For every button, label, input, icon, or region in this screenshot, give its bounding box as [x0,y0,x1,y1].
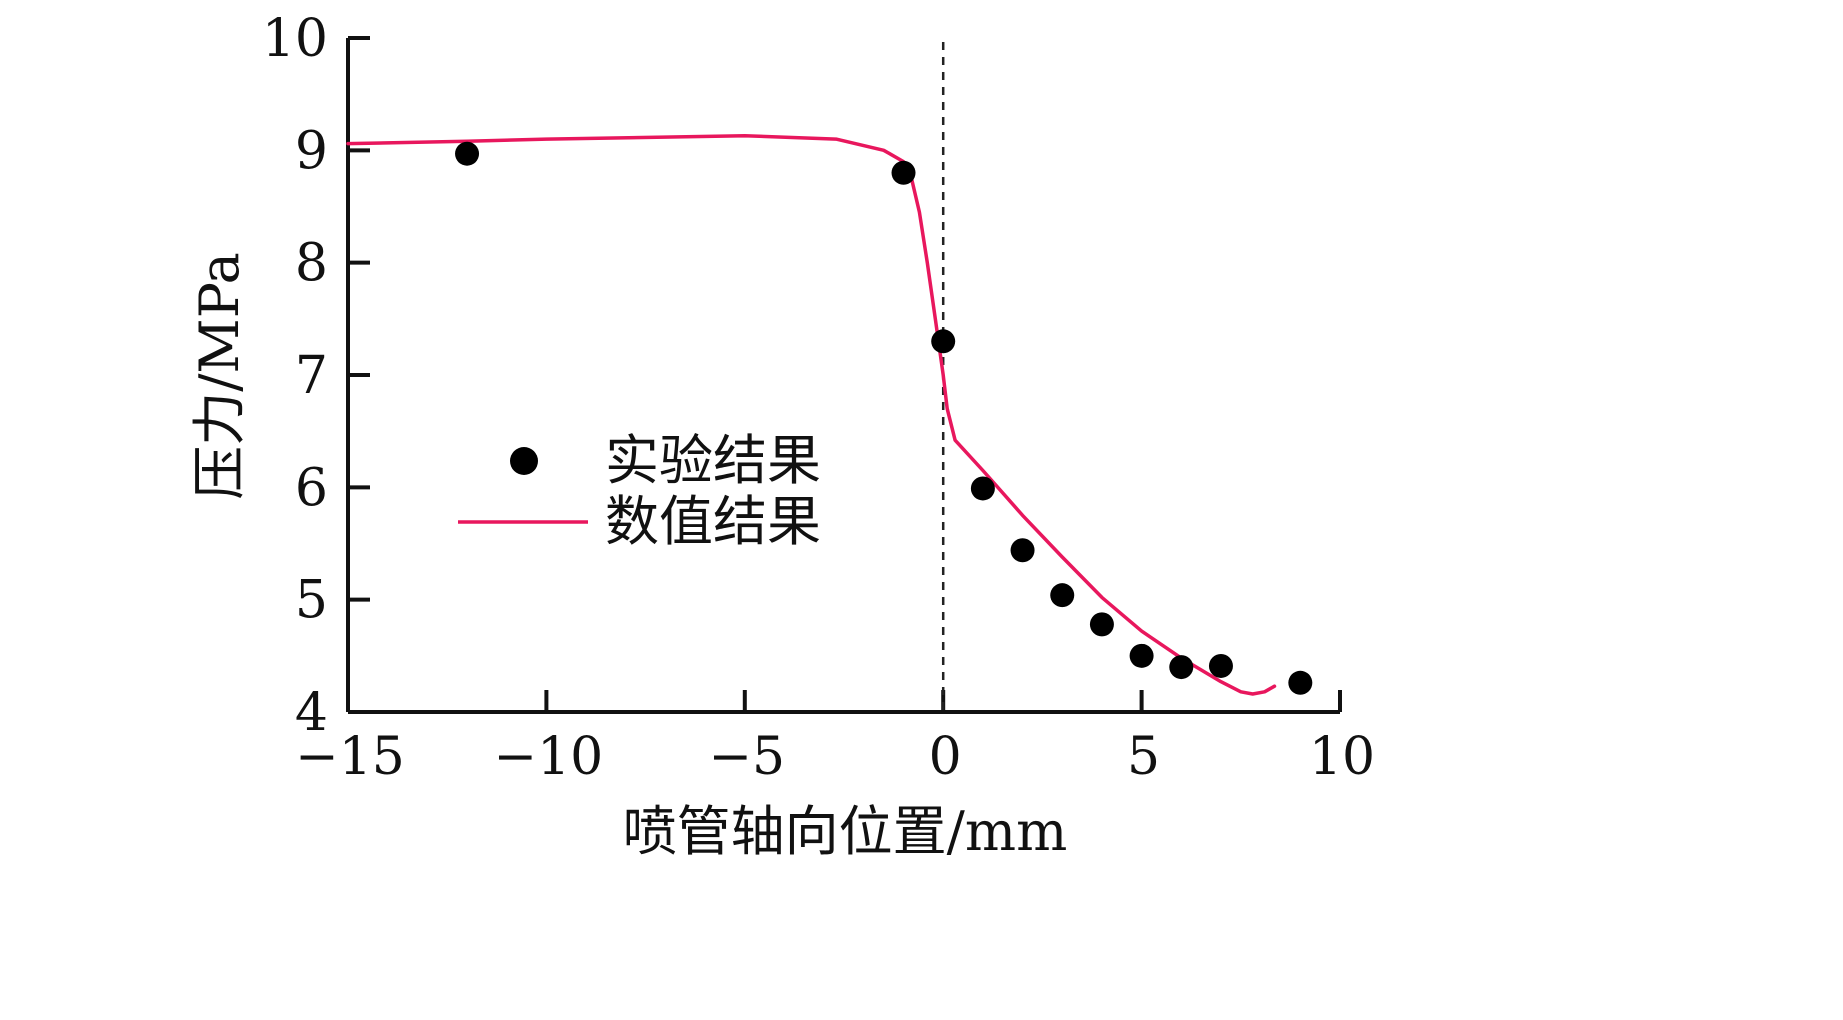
y-tick-label: 6 [295,458,328,518]
x-axis-title: 喷管轴向位置/mm [623,800,1068,863]
legend-marker-experimental [510,447,538,475]
y-axis-title: 压力/MPa [188,252,251,500]
experimental-point [1050,583,1075,608]
x-tick-label: −15 [295,727,405,787]
y-tick-label: 4 [295,683,328,743]
experimental-point [1288,670,1313,695]
axis-ticks: 4 5 6 7 8 9 10 −15 −10 −5 0 5 10 [262,9,1375,787]
legend-label-numerical: 数值结果 [605,490,821,553]
y-tick-label: 7 [295,346,328,406]
y-tick-label: 5 [295,571,328,631]
y-tick-label: 8 [295,234,328,294]
experimental-point [970,476,995,501]
x-tick-label: 0 [929,727,962,787]
y-tick-label: 9 [295,121,328,181]
experimental-point [891,160,916,185]
experimental-point [455,141,480,166]
experimental-point [1089,612,1114,637]
x-tick-label: 5 [1127,727,1160,787]
legend-label-experimental: 实验结果 [605,429,821,492]
legend: 实验结果 数值结果 [458,429,821,553]
x-tick-label: −5 [708,727,785,787]
experimental-point [931,329,956,354]
numerical-series [346,133,1277,696]
x-tick-label: 10 [1309,727,1375,787]
experimental-point [1208,653,1233,678]
experimental-point [1010,538,1035,563]
y-tick-label: 10 [262,9,328,69]
numerical-line [346,133,1277,696]
experimental-point [1129,643,1154,668]
experimental-point [1169,655,1194,680]
experimental-series [455,141,1313,695]
x-tick-label: −10 [494,727,604,787]
